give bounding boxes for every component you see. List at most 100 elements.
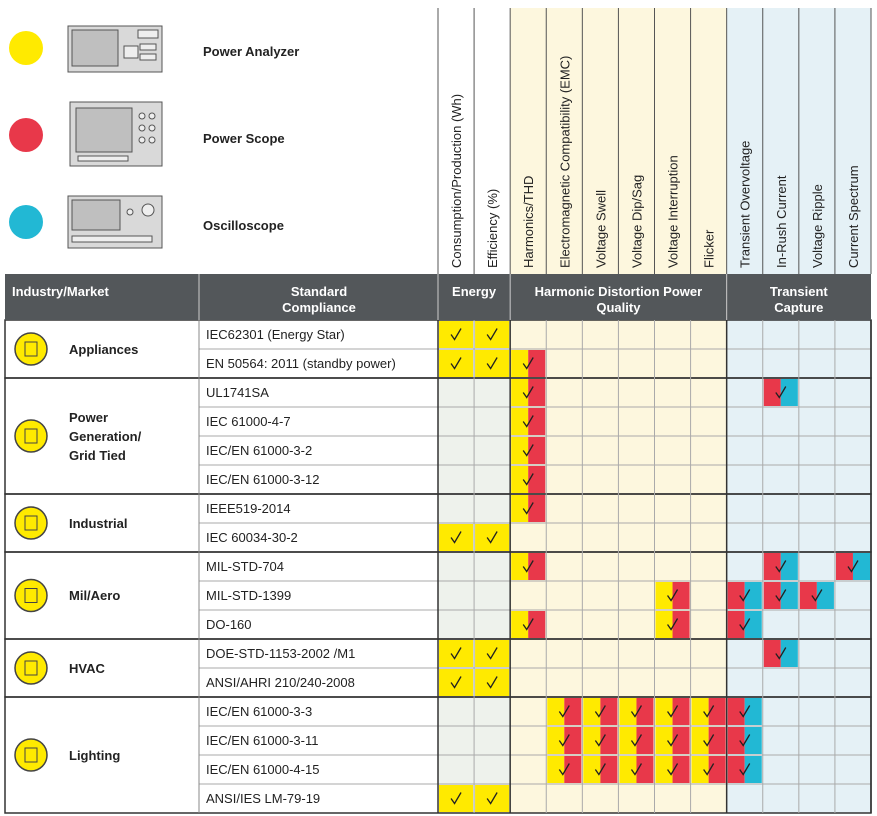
instrument-segment [511, 408, 529, 435]
check-mark [594, 705, 606, 718]
column-label: Efficiency (%) [485, 189, 500, 268]
instrument-segment [439, 640, 474, 667]
instrument-segment [475, 524, 510, 551]
instrument-segment [691, 698, 709, 725]
industry-icon-glyph [24, 588, 38, 603]
check-mark [739, 734, 751, 747]
instrument-segment [619, 756, 637, 783]
check-mark [775, 560, 787, 573]
instrument-segment [744, 756, 762, 783]
check-mark [703, 705, 715, 718]
instrument-segment [636, 756, 654, 783]
instrument-segment [528, 611, 546, 638]
instrument-segment [708, 727, 726, 754]
standard-label: IEEE519-2014 [206, 501, 291, 516]
power-scope-device [69, 101, 163, 167]
industry-label: Power Generation/ Grid Tied [69, 409, 142, 463]
instrument-segment [780, 582, 798, 609]
legend-label: Power Scope [203, 131, 285, 146]
check-mark [594, 734, 606, 747]
column-bg [834, 8, 871, 274]
standard-label: ANSI/IES LM-79-19 [206, 791, 321, 806]
check-mark [522, 502, 534, 515]
instrument-segment [583, 698, 601, 725]
check-mark [558, 734, 570, 747]
instrument-segment [744, 727, 762, 754]
standard-label: IEC 60034-30-2 [206, 530, 298, 545]
standard-label: IEC/EN 61000-3-12 [206, 472, 320, 487]
check-mark [450, 647, 462, 660]
instrument-segment [511, 379, 529, 406]
instrument-segment [636, 698, 654, 725]
column-bg [618, 8, 655, 274]
check-mark [522, 560, 534, 573]
instrument-segment [744, 582, 762, 609]
standard-label: DO-160 [206, 617, 252, 632]
check-mark [630, 763, 643, 776]
check-mark [667, 705, 679, 718]
check-mark [486, 792, 498, 805]
check-mark [667, 763, 679, 776]
instrument-segment [799, 582, 817, 609]
instrument-segment [691, 756, 709, 783]
industry-label: Industrial [69, 515, 128, 531]
check-mark [630, 734, 643, 747]
industry-icon [14, 506, 48, 540]
check-mark [667, 618, 679, 631]
instrument-segment [655, 727, 673, 754]
instrument-segment [852, 553, 870, 580]
instrument-segment [780, 553, 798, 580]
industry-label: HVAC [69, 660, 105, 676]
instrument-segment [475, 640, 510, 667]
power-analyzer-device [67, 25, 163, 73]
check-mark [703, 734, 715, 747]
instrument-segment [564, 698, 582, 725]
industry-icon-glyph [24, 428, 38, 444]
column-bg [438, 8, 475, 274]
industry-icon [14, 738, 48, 772]
header-label: Energy [452, 284, 497, 299]
instrument-segment [511, 466, 529, 493]
check-mark [450, 531, 462, 544]
check-mark [450, 357, 462, 370]
instrument-segment [547, 698, 565, 725]
instrument-segment [528, 408, 546, 435]
standard-label: IEC 61000-4-7 [206, 414, 291, 429]
check-mark [847, 560, 859, 573]
instrument-segment [672, 698, 690, 725]
instrument-segment [600, 698, 618, 725]
instrument-segment [655, 611, 673, 638]
instrument-segment [439, 785, 474, 812]
instrument-segment [672, 611, 690, 638]
instrument-segment [727, 611, 745, 638]
column-bg [798, 320, 835, 813]
column-label: Consumption/Production (Wh) [449, 94, 464, 268]
check-mark [522, 357, 534, 370]
instrument-segment [636, 727, 654, 754]
column-label: Voltage Swell [593, 190, 608, 268]
instrument-segment [511, 553, 529, 580]
instrument-segment [475, 321, 510, 348]
column-bg [798, 8, 835, 274]
legend-label: Power Analyzer [203, 44, 300, 59]
column-bg [474, 320, 511, 813]
industry-icon-glyph [24, 515, 38, 531]
column-label: Electromagnetic Compatibility (EMC) [557, 56, 572, 268]
column-label: In-Rush Current [774, 175, 789, 268]
instrument-segment [547, 756, 565, 783]
instrument-segment [564, 756, 582, 783]
instrument-segment [547, 727, 565, 754]
instrument-segment [439, 350, 474, 377]
standard-label: IEC/EN 61000-3-3 [206, 704, 313, 719]
instrument-segment [727, 582, 745, 609]
industry-label: Mil/Aero [69, 588, 121, 603]
instrument-segment [744, 698, 762, 725]
instrument-segment [780, 379, 798, 406]
instrument-segment [528, 437, 546, 464]
column-label: Harmonics/THD [521, 176, 536, 268]
check-mark [486, 328, 498, 341]
instrument-segment [763, 553, 781, 580]
instrument-segment [780, 640, 798, 667]
instrument-segment [763, 640, 781, 667]
